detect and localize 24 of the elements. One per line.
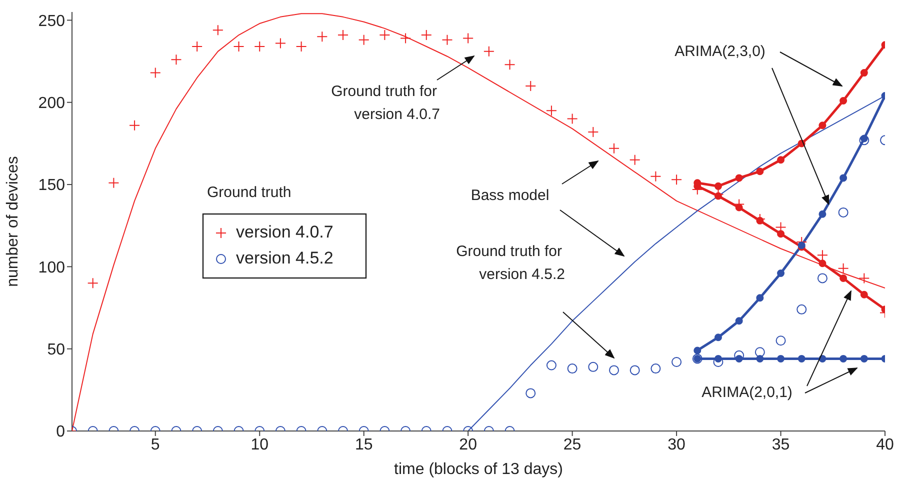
x-axis-title: time (blocks of 13 days)	[394, 461, 563, 478]
y-tick-label: 250	[38, 12, 66, 30]
y-tick-label: 100	[38, 259, 66, 276]
x-tick-label: 10	[250, 436, 269, 454]
y-tick-label: 50	[47, 342, 66, 359]
x-tick-label: 30	[668, 436, 686, 454]
annotation: Bass model	[470, 186, 550, 204]
annotation: Ground truth for version 4.5.2	[456, 242, 565, 283]
y-tick-label: 150	[38, 177, 66, 194]
x-tick-label: 25	[563, 436, 582, 454]
y-tick-label: 200	[38, 95, 66, 112]
x-tick-label: 40	[876, 436, 894, 454]
legend-title: Ground truth	[207, 184, 292, 201]
annotation: ARIMA(2,0,1)	[702, 384, 792, 401]
x-tick-label: 15	[354, 436, 373, 454]
annotation: ARIMA(2,3,0)	[674, 42, 766, 60]
legend-label: version 4.5.2	[236, 248, 334, 268]
x-tick-label: 20	[459, 436, 478, 454]
x-tick-label: 5	[150, 436, 160, 454]
y-axis-title: number of devices	[4, 156, 22, 287]
legend-label: version 4.0.7	[236, 222, 334, 242]
x-tick-label: 35	[772, 436, 790, 454]
y-tick-label: 0	[56, 424, 66, 441]
annotation: Ground truth for version 4.0.7	[331, 82, 440, 123]
